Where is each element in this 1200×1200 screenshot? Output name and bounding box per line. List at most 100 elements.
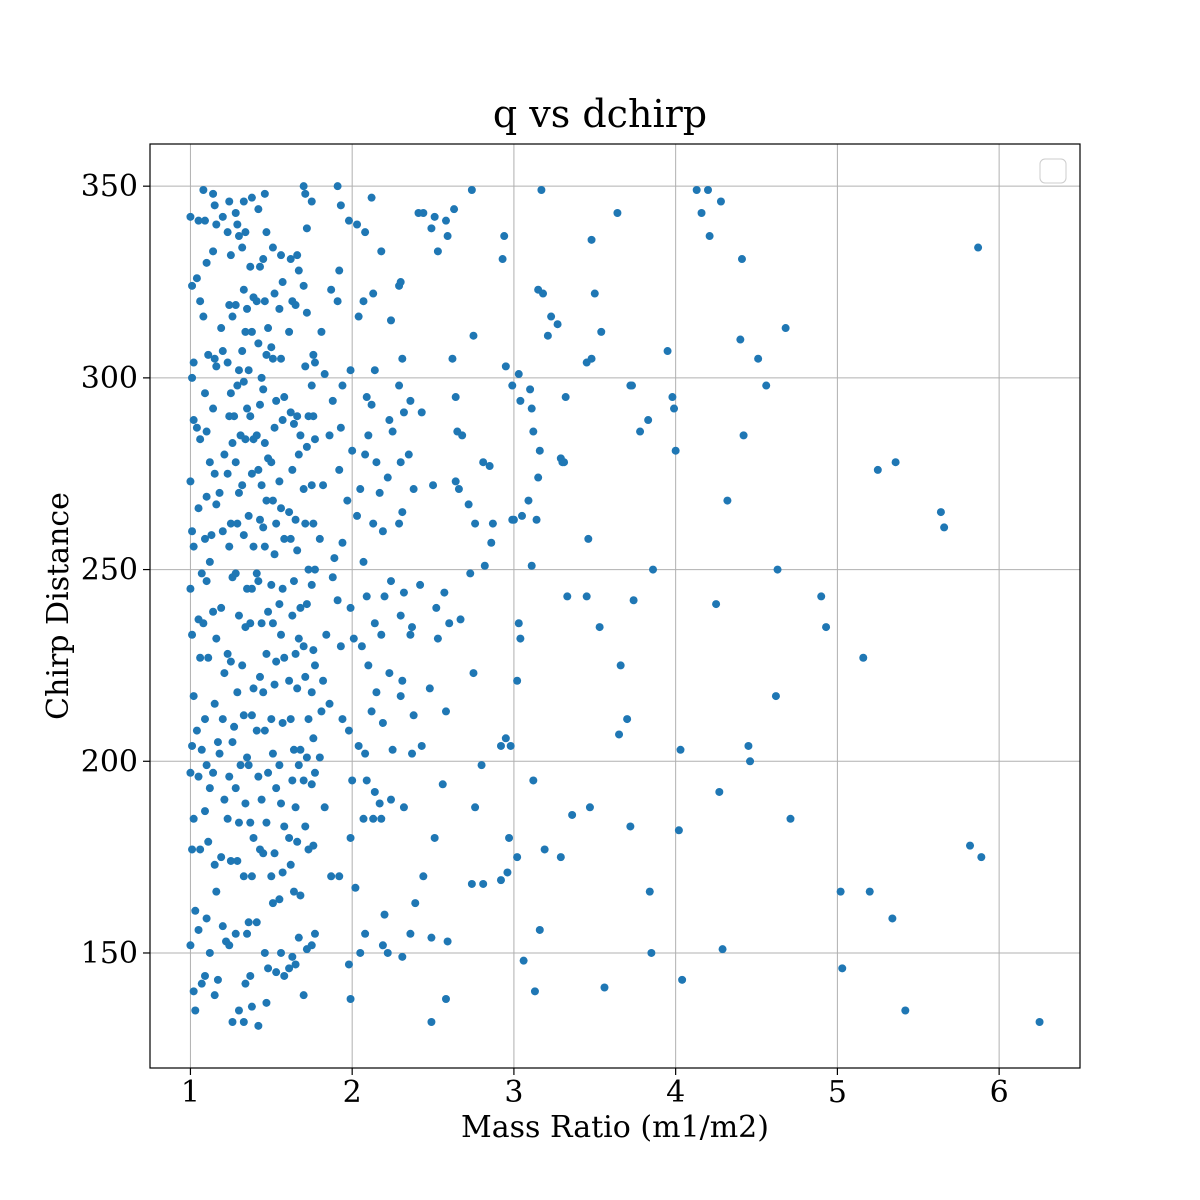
data-point (188, 373, 197, 382)
data-point (338, 381, 347, 390)
data-point (353, 511, 362, 520)
data-point (301, 189, 310, 198)
data-point (539, 289, 548, 298)
data-point (264, 964, 273, 973)
data-point (270, 680, 279, 689)
data-point (370, 366, 379, 375)
data-point (260, 297, 269, 306)
data-point (223, 469, 232, 478)
data-point (385, 416, 394, 425)
data-point (467, 879, 476, 888)
data-point (299, 485, 308, 494)
data-point (262, 998, 271, 1007)
data-point (252, 431, 261, 440)
data-point (553, 320, 562, 329)
data-point (186, 584, 195, 593)
data-point (496, 741, 505, 750)
data-point (346, 603, 355, 612)
data-point (647, 948, 656, 957)
data-point (296, 603, 305, 612)
data-point (223, 228, 232, 237)
data-point (773, 565, 782, 574)
data-point (254, 339, 263, 348)
data-point (458, 431, 467, 440)
data-point (268, 619, 277, 628)
data-point (416, 580, 425, 589)
data-point (260, 948, 269, 957)
data-point (254, 1021, 263, 1030)
data-point (197, 979, 206, 988)
data-point (247, 872, 256, 881)
data-point (380, 592, 389, 601)
data-point (506, 741, 515, 750)
data-point (514, 370, 523, 379)
data-point (301, 672, 310, 681)
data-point (344, 216, 353, 225)
data-point (333, 182, 342, 191)
data-point (296, 891, 305, 900)
data-point (307, 780, 316, 789)
data-point (275, 304, 284, 313)
data-point (277, 948, 286, 957)
data-point (277, 504, 286, 513)
data-point (537, 186, 546, 195)
data-point (291, 301, 300, 310)
data-point (600, 983, 609, 992)
data-point (388, 427, 397, 436)
data-point (226, 657, 235, 666)
data-point (205, 784, 214, 793)
data-point (433, 634, 442, 643)
data-point (301, 519, 310, 528)
plot-area (150, 144, 1080, 1068)
data-point (781, 324, 790, 333)
data-point (188, 845, 197, 854)
data-point (674, 826, 683, 835)
data-point (194, 772, 203, 781)
data-point (239, 377, 248, 386)
data-point (241, 228, 250, 237)
data-point (210, 201, 219, 210)
data-point (231, 784, 240, 793)
data-point (259, 385, 268, 394)
data-point (716, 197, 725, 206)
data-point (294, 266, 303, 275)
data-point (238, 481, 247, 490)
data-point (644, 416, 653, 425)
data-point (212, 220, 221, 229)
data-point (441, 994, 450, 1003)
data-point (584, 534, 593, 543)
data-point (257, 373, 266, 382)
data-point (310, 435, 319, 444)
y-tick-label: 300 (81, 361, 138, 396)
data-point (508, 515, 517, 524)
data-point (448, 354, 457, 363)
data-point (244, 918, 253, 927)
data-point (217, 853, 226, 862)
data-point (225, 941, 234, 950)
data-point (296, 431, 305, 440)
data-point (359, 557, 368, 566)
data-point (196, 653, 205, 662)
data-point (213, 975, 222, 984)
data-point (692, 186, 701, 195)
data-point (194, 925, 203, 934)
data-point (519, 956, 528, 965)
data-point (194, 504, 203, 513)
data-point (359, 297, 368, 306)
data-point (288, 611, 297, 620)
data-point (451, 393, 460, 402)
data-point (836, 887, 845, 896)
data-point (369, 814, 378, 823)
data-point (204, 837, 213, 846)
data-point (218, 922, 227, 931)
data-point (309, 646, 318, 655)
data-point (254, 205, 263, 214)
data-point (267, 343, 276, 352)
data-point (663, 347, 672, 356)
data-point (209, 768, 218, 777)
data-point (207, 531, 216, 540)
data-point (215, 488, 224, 497)
data-point (243, 404, 252, 413)
data-point (200, 534, 209, 543)
data-point (294, 450, 303, 459)
